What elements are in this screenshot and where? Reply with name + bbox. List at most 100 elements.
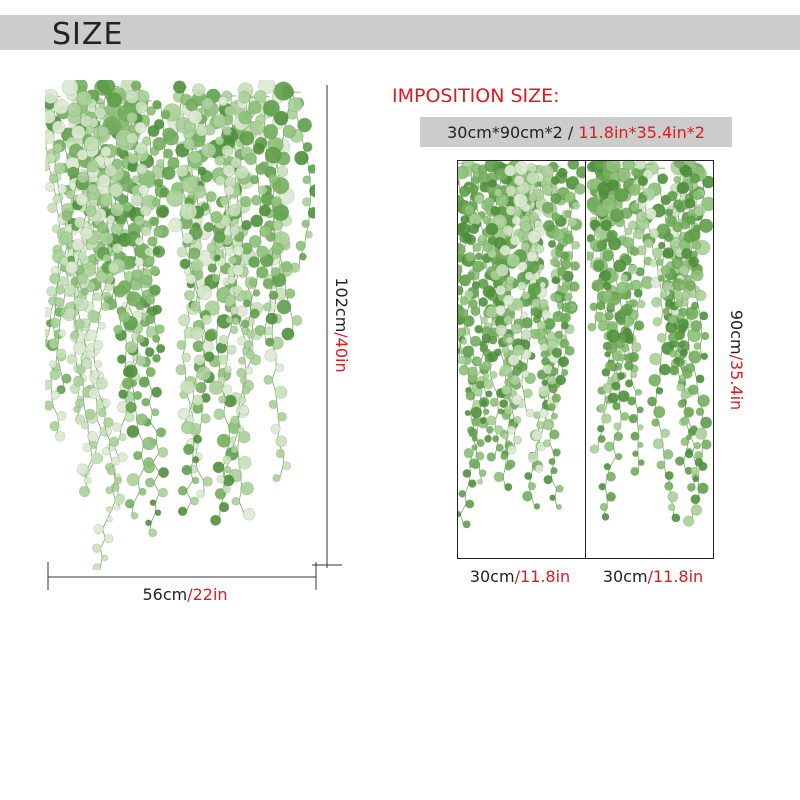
vine-leaf: [60, 231, 73, 244]
vine-leaf: [570, 261, 581, 271]
vine-leaf: [537, 263, 545, 271]
vine-leaf: [195, 124, 208, 137]
vine-leaf: [484, 196, 495, 207]
vine-leaf: [222, 126, 232, 136]
vine-leaf: [509, 374, 521, 386]
vine-leaf: [238, 90, 251, 104]
vine-leaf: [138, 376, 150, 388]
vine-leaf: [144, 247, 154, 257]
vine-leaf: [567, 161, 580, 170]
vine-leaf: [458, 263, 463, 277]
vine-leaf: [599, 502, 609, 512]
vine-leaf: [692, 190, 703, 201]
vine-leaf: [482, 372, 490, 380]
vine-leaf: [467, 298, 478, 309]
vine-leaf: [297, 117, 312, 133]
vine-leaf: [87, 309, 100, 322]
vine-leaf: [136, 163, 148, 175]
vine-leaf: [486, 452, 496, 462]
vine-leaf: [248, 256, 260, 268]
vine-leaf: [276, 165, 289, 178]
vine-leaf: [124, 364, 138, 379]
vine-leaf: [668, 217, 677, 225]
vine-stem: [661, 162, 685, 378]
vine-leaf: [250, 195, 262, 206]
vine-leaf: [166, 189, 184, 207]
vine-leaf: [156, 159, 165, 168]
vine-leaf: [564, 210, 572, 218]
vine-leaf: [551, 212, 561, 222]
vine-leaf: [275, 448, 285, 459]
vine-leaf: [550, 193, 562, 205]
vine-leaf: [218, 395, 227, 404]
vine-leaf: [158, 487, 168, 498]
vine-leaf: [557, 266, 567, 276]
vine-leaf: [210, 210, 223, 224]
vine-leaf: [527, 282, 542, 297]
vine-leaf: [702, 175, 713, 189]
vine-leaf: [474, 324, 484, 334]
vine-leaf: [157, 447, 169, 458]
vine-leaf: [517, 281, 527, 291]
vine-leaf: [96, 125, 110, 139]
vine-leaf: [237, 430, 251, 444]
vine-leaf: [70, 330, 80, 340]
vine-leaf: [700, 352, 709, 361]
vine-leaf: [522, 490, 533, 502]
vine-leaf: [607, 392, 619, 404]
vine-leaf: [162, 148, 174, 159]
vine-leaf: [512, 435, 522, 445]
vine-leaf: [468, 427, 478, 438]
vine-leaf: [649, 228, 660, 239]
vine-leaf: [281, 327, 295, 341]
vine-leaf: [162, 127, 176, 141]
vine-leaf: [693, 342, 702, 351]
vine-leaf: [145, 519, 152, 527]
vine-leaf: [501, 432, 509, 440]
vine-leaf: [277, 411, 287, 422]
vine-leaf: [650, 277, 661, 288]
metric: 30cm: [603, 567, 648, 586]
vine-leaf: [443, 304, 454, 315]
vine-leaf: [97, 174, 111, 187]
vine-leaf: [130, 194, 143, 206]
vine-leaf: [173, 80, 187, 94]
vine-leaf: [673, 357, 681, 365]
vine-leaf: [662, 249, 672, 258]
vine-leaf: [477, 478, 483, 485]
vine-leaf: [215, 136, 225, 146]
vine-leaf: [480, 316, 489, 325]
vine-leaf: [224, 365, 232, 374]
header-band: [0, 15, 800, 50]
vine-leaf: [633, 228, 645, 240]
vine-leaf: [143, 461, 155, 474]
vine-leaf: [542, 184, 553, 195]
vine-leaf: [495, 263, 509, 277]
vine-leaf: [691, 269, 704, 282]
vine-leaf: [268, 399, 278, 410]
vine-leaf: [106, 92, 123, 108]
imposition-title: IMPOSITION SIZE:: [392, 85, 560, 107]
vine-leaf: [157, 206, 169, 218]
vine-leaf: [486, 415, 497, 426]
vine-leaf: [249, 308, 260, 319]
vine-leaf: [538, 408, 549, 419]
vine-leaf: [616, 316, 626, 326]
vine-leaf: [490, 205, 501, 216]
header-title: SIZE: [52, 17, 123, 52]
vine-leaf: [502, 294, 515, 306]
panel-frame: [585, 160, 714, 559]
vine-leaf: [667, 491, 679, 503]
vine-leaf: [574, 183, 585, 195]
vine-leaf: [262, 278, 274, 290]
vine-leaf: [135, 355, 147, 367]
vine-leaf: [674, 299, 683, 308]
vine-leaf: [92, 563, 102, 570]
vine-leaf: [250, 214, 264, 228]
vine-leaf: [482, 408, 490, 416]
vine-leaf: [521, 291, 531, 300]
vine-leaf: [682, 515, 695, 527]
vine-leaf: [620, 303, 633, 317]
vine-leaf: [479, 417, 487, 425]
vine-leaf: [603, 462, 611, 471]
